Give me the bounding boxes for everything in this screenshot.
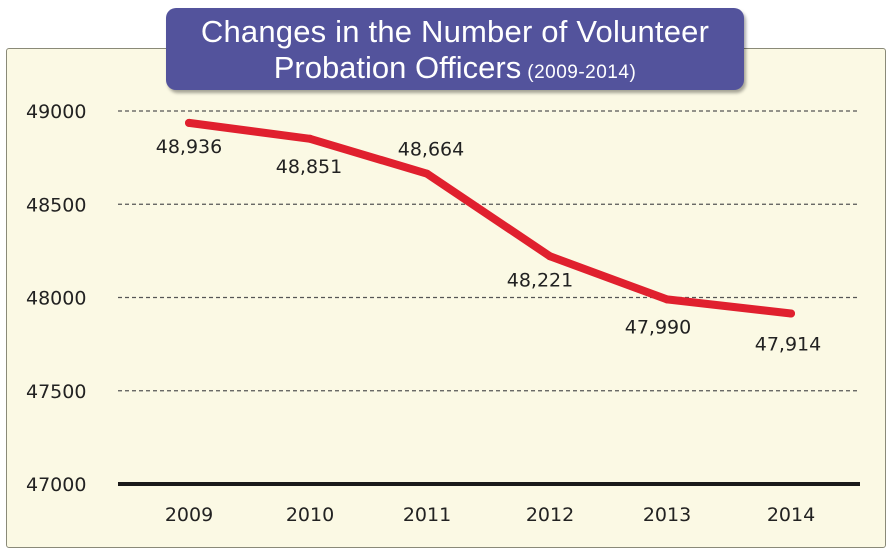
data-point [787,309,795,318]
chart-title-banner: Changes in the Number of Volunteer Proba… [166,8,744,90]
chart-panel [6,48,886,548]
x-tick-label: 2013 [643,504,691,526]
x-tick-label: 2012 [526,504,574,526]
chart-title-continued: Probation Officers [273,50,522,85]
y-tick-label: 47500 [26,381,86,403]
x-tick-label: 2009 [165,504,213,526]
data-point [663,295,671,304]
data-point [185,118,193,127]
x-tick-label: 2010 [286,504,334,526]
y-tick-label: 48500 [26,194,86,216]
x-tick-label: 2014 [767,504,815,526]
data-label: 47,914 [755,334,821,356]
chart-subtitle: (2009-2014) [527,62,637,83]
series-line [185,118,795,318]
data-label: 48,221 [507,269,573,291]
data-label: 48,664 [398,139,464,161]
y-tick-label: 49000 [26,101,86,123]
data-label: 48,936 [156,136,222,158]
data-label: 47,990 [625,316,691,338]
data-point [423,169,431,178]
data-point [306,134,314,143]
y-tick-label: 47000 [26,474,86,496]
x-tick-label: 2011 [403,504,451,526]
y-tick-label: 48000 [26,288,86,310]
chart-title: Changes in the Number of Volunteer [200,14,710,49]
data-point [546,252,554,261]
chart-title-line2: Probation Officers (2009-2014) [166,50,744,91]
data-label: 48,851 [276,156,342,178]
